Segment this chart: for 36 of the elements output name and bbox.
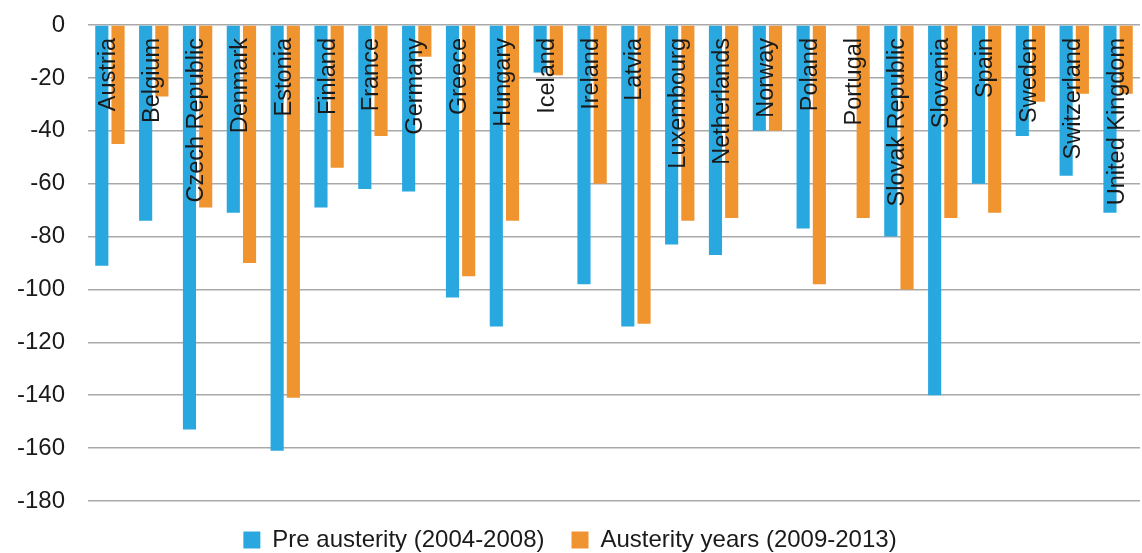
y-tick-label: -60 xyxy=(30,168,65,196)
x-tick-label: Finland xyxy=(313,38,340,116)
x-tick-label: Poland xyxy=(795,38,822,112)
x-tick-label: Latvia xyxy=(620,37,647,101)
y-tick-label: -180 xyxy=(16,485,65,513)
x-tick-label: Slovenia xyxy=(927,37,954,129)
x-tick-label: Denmark xyxy=(225,37,252,134)
x-tick-label: Norway xyxy=(751,37,778,118)
y-tick-label: -80 xyxy=(30,221,65,249)
x-tick-label: Germany xyxy=(401,37,428,135)
x-tick-label: Greece xyxy=(445,38,472,116)
x-tick-label: Iceland xyxy=(532,38,559,114)
x-tick-label: Luxembourg xyxy=(664,38,691,169)
x-tick-label: Spain xyxy=(971,38,998,99)
x-tick-label: Slovak Republic xyxy=(883,37,910,207)
y-tick-label: -160 xyxy=(16,432,65,460)
x-tick-label: Portugal xyxy=(839,38,866,126)
x-tick-label: Netherlands xyxy=(708,38,735,165)
x-tick-label: Estonia xyxy=(269,37,296,117)
x-tick-label: Ireland xyxy=(576,38,603,110)
y-tick-label: -120 xyxy=(16,326,65,354)
x-tick-label: Belgium xyxy=(138,38,165,123)
x-tick-label: Sweden xyxy=(1014,38,1041,123)
x-tick-label: France xyxy=(357,38,384,112)
x-tick-label: Austria xyxy=(94,37,121,112)
y-tick-label: 0 xyxy=(51,9,65,37)
x-tick-label: Hungary xyxy=(488,37,515,127)
y-tick-label: -20 xyxy=(30,62,65,90)
legend-label: Austerity years (2009-2013) xyxy=(600,524,897,552)
y-tick-label: -140 xyxy=(16,379,65,407)
y-tick-label: -40 xyxy=(30,115,65,143)
legend-label: Pre austerity (2004-2008) xyxy=(272,524,545,552)
y-tick-label: -100 xyxy=(16,274,65,302)
x-tick-label: Switzerland xyxy=(1058,38,1085,160)
x-tick-label: Czech Republic xyxy=(182,37,209,203)
x-tick-label: United Kingdom xyxy=(1102,38,1129,206)
